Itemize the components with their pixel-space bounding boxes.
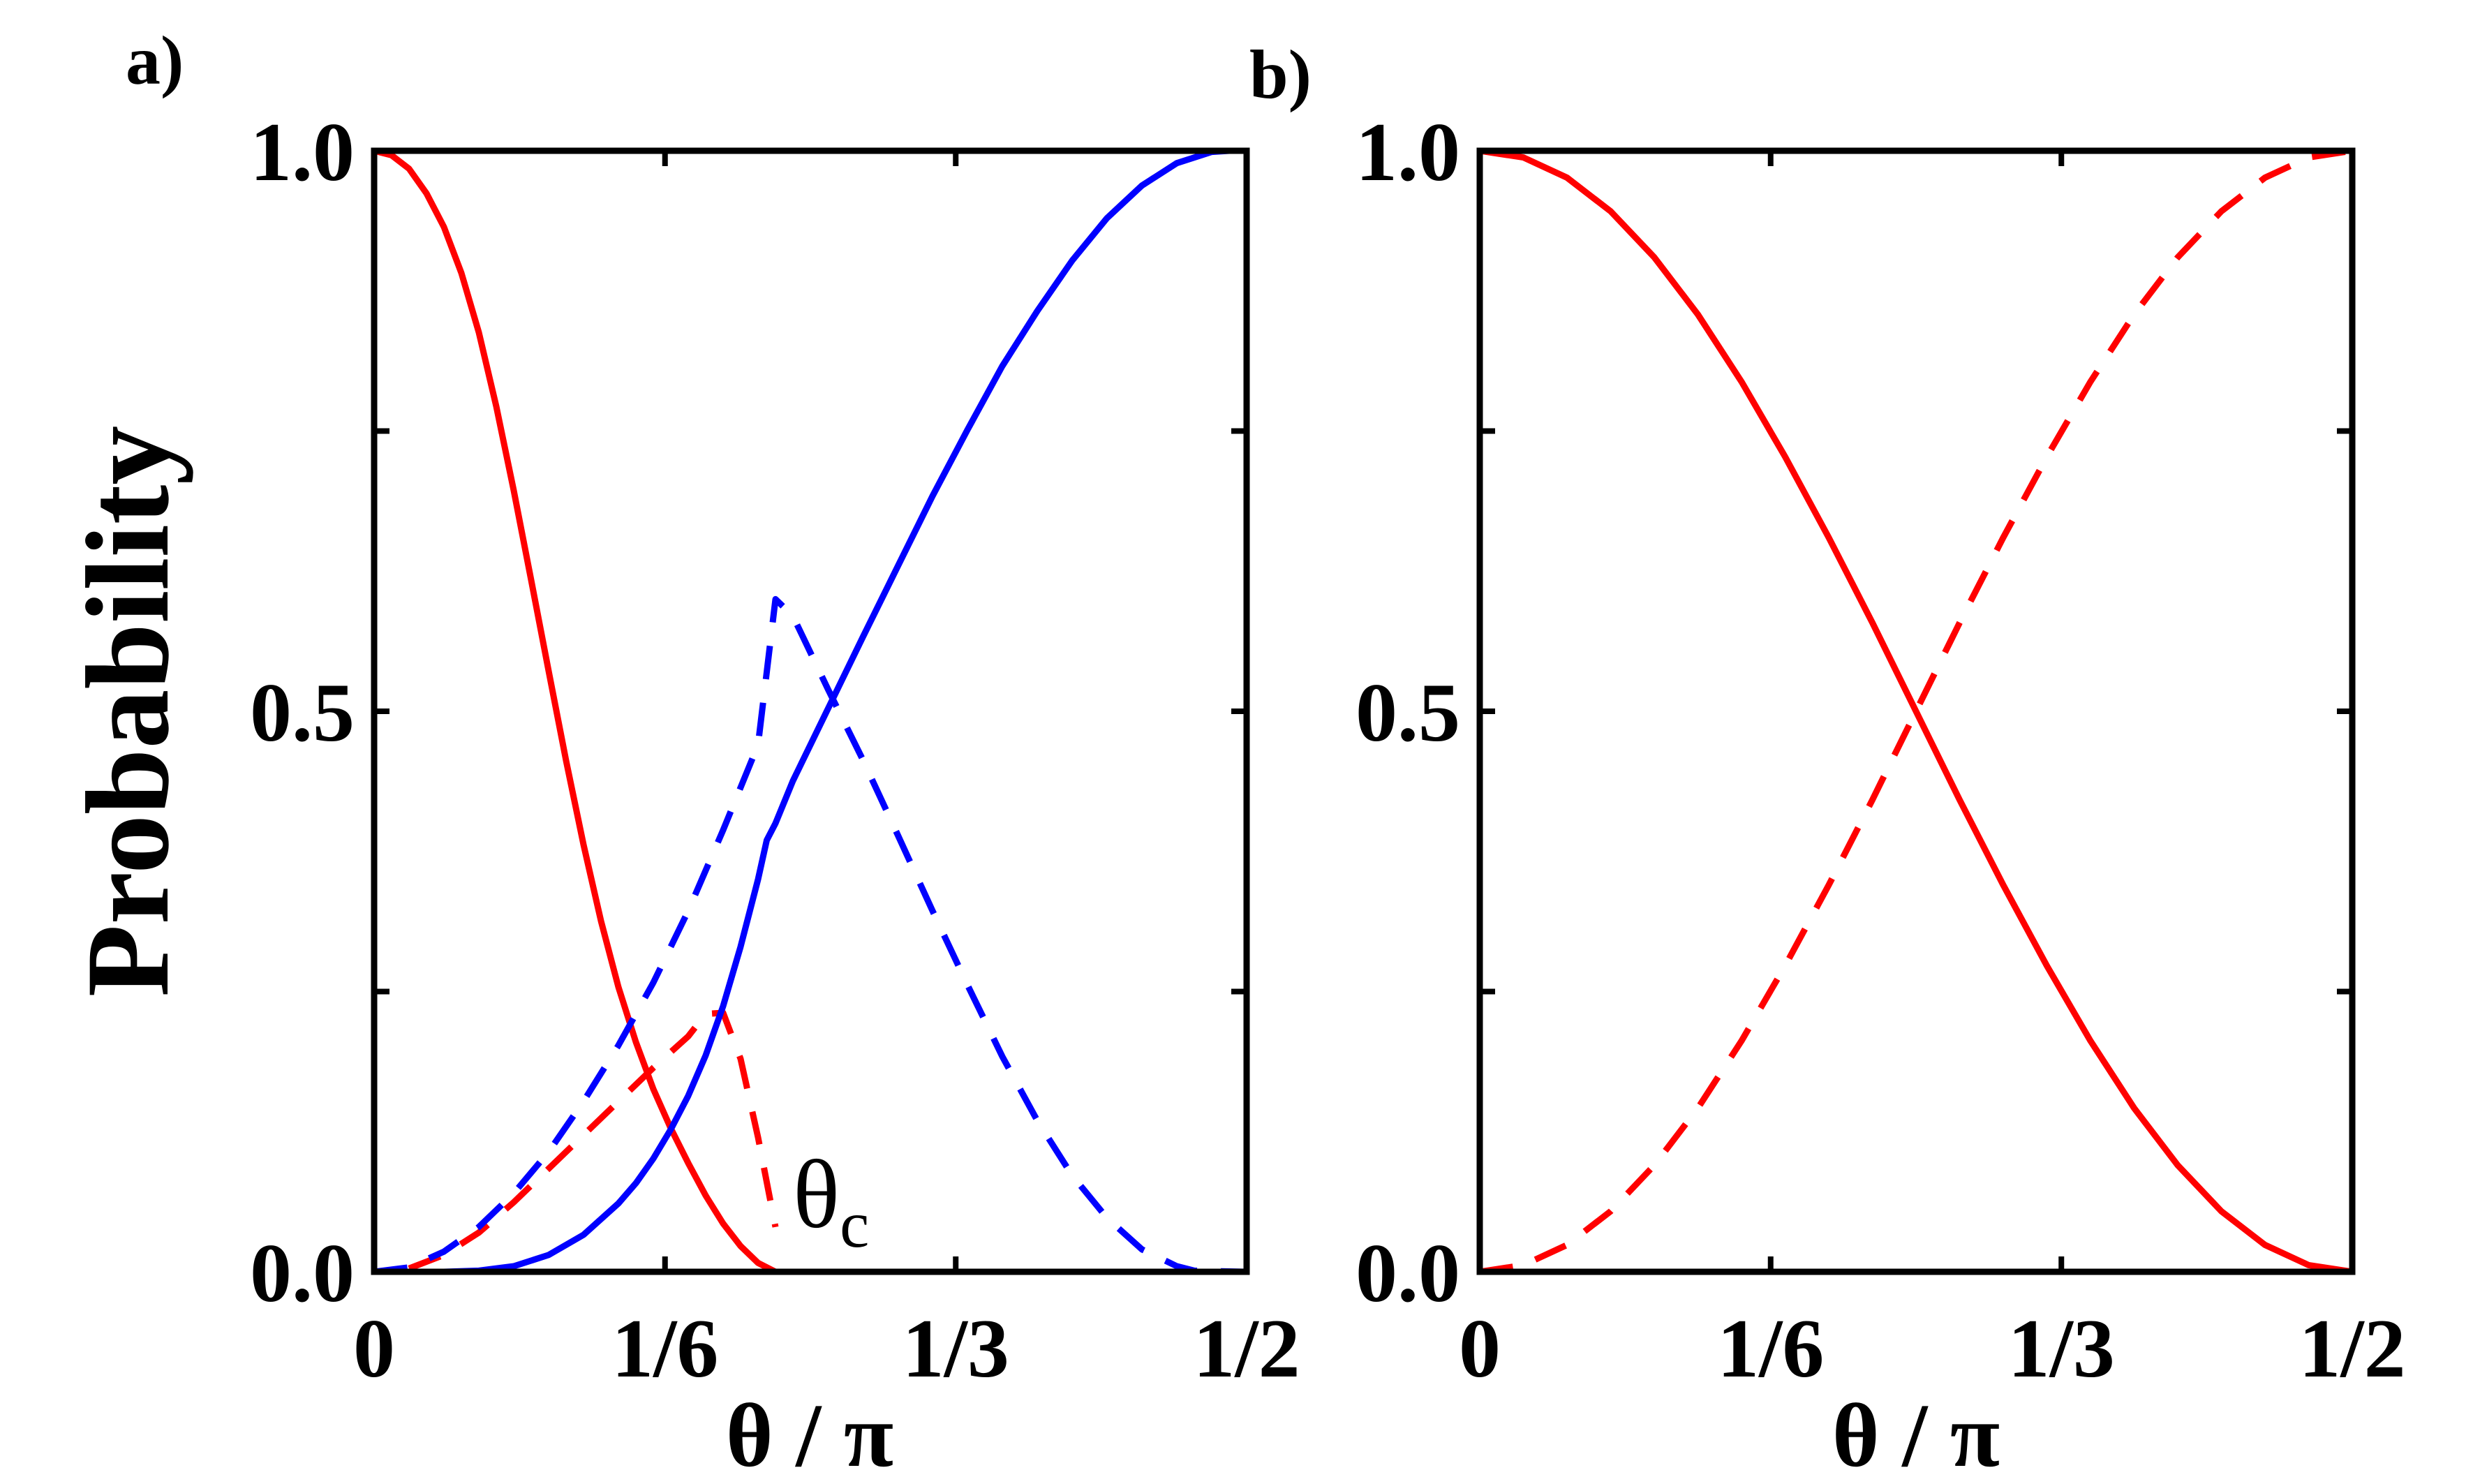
panel-b: 0 1/6 1/3 1/2 0.0 0.5 1.0 b) θ / π <box>1249 36 2406 1484</box>
x-tick-label: 1/2 <box>1193 1302 1300 1395</box>
series-line-4 <box>373 595 1247 1275</box>
x-axis-title: θ / π <box>1832 1386 2000 1484</box>
y-tick-label: 0.5 <box>250 666 355 759</box>
theta-c-annotation: θc <box>793 1141 869 1261</box>
x-tick-label: 1/6 <box>611 1302 718 1395</box>
panel-a: 0 1/6 1/3 1/2 0.0 0.5 1.0 a) θ / π Probability θc <box>62 22 1300 1484</box>
x-tick-label: 0 <box>1459 1302 1501 1395</box>
annotation-subscript: c <box>840 1187 869 1261</box>
panel-label: b) <box>1249 36 1312 113</box>
x-tick-label: 1/2 <box>2299 1302 2405 1395</box>
plot-frame <box>371 147 1250 1275</box>
x-tick-label: 1/6 <box>1717 1302 1824 1395</box>
annotation-symbol: θ <box>793 1141 840 1249</box>
x-axis-title: θ / π <box>726 1386 893 1484</box>
panel-label: a) <box>126 22 184 99</box>
series-line-1 <box>1479 147 2353 1275</box>
y-tick-label: 0.5 <box>1356 666 1460 759</box>
y-tick-label: 1.0 <box>1356 105 1460 198</box>
x-tick-label: 1/3 <box>2008 1302 2115 1395</box>
series-line-1 <box>373 147 778 1275</box>
series-line-3 <box>409 147 1247 1275</box>
y-tick-label: 1.0 <box>250 105 355 198</box>
y-tick-label: 0.0 <box>250 1226 355 1319</box>
x-tick-label: 1/3 <box>903 1302 1009 1395</box>
y-tick-label: 0.0 <box>1356 1226 1460 1319</box>
x-tick-label: 0 <box>353 1302 395 1395</box>
series-line-2 <box>408 1009 779 1272</box>
y-axis-title: Probability <box>62 426 193 997</box>
